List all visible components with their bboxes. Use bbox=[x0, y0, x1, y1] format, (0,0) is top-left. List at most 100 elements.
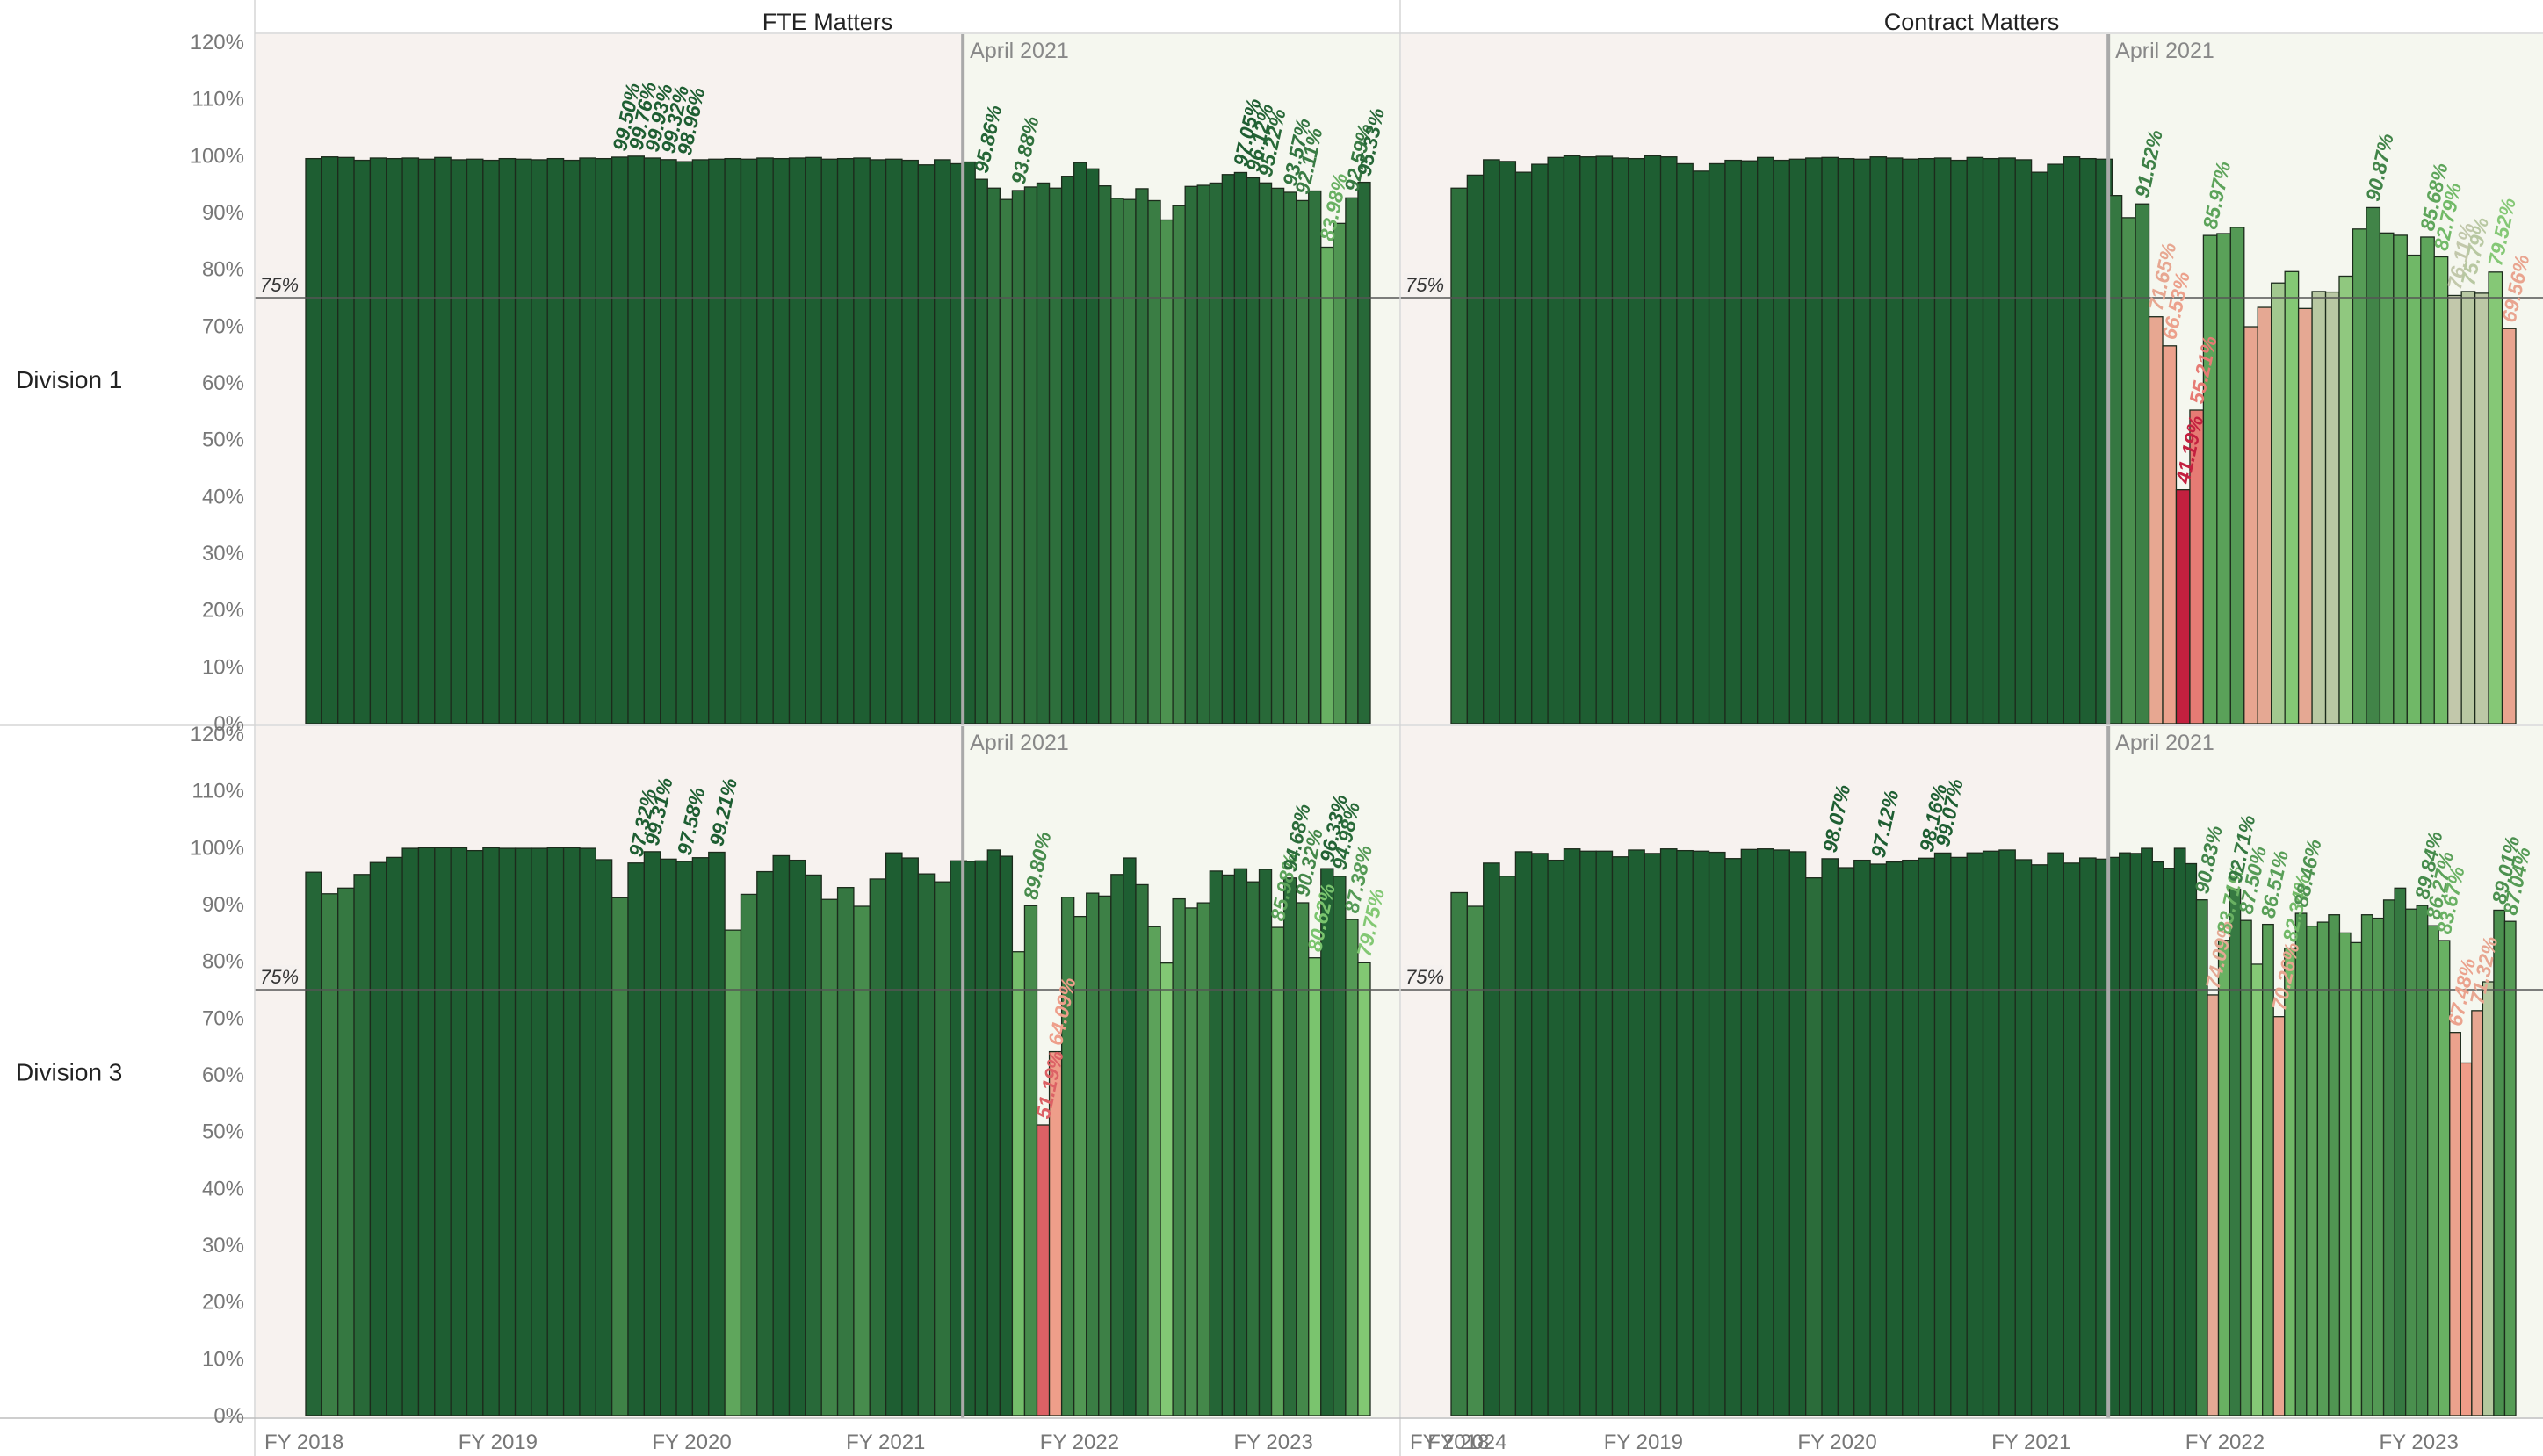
bar bbox=[1740, 848, 1759, 1416]
bar bbox=[1837, 157, 1855, 724]
bar bbox=[353, 874, 372, 1416]
bar bbox=[337, 156, 355, 724]
bars bbox=[305, 155, 2517, 1416]
bar bbox=[1869, 863, 1888, 1416]
bar bbox=[305, 871, 323, 1416]
bar bbox=[1320, 246, 1334, 724]
bar bbox=[369, 157, 387, 724]
bar bbox=[1196, 902, 1210, 1416]
bar bbox=[2420, 236, 2435, 724]
bar bbox=[1123, 198, 1137, 724]
bar bbox=[1172, 205, 1186, 724]
bar bbox=[885, 852, 903, 1416]
row-header-division-3: Division 3 bbox=[16, 1059, 122, 1086]
bar bbox=[2379, 232, 2395, 724]
event-line-label: April 2021 bbox=[970, 731, 1069, 755]
bar bbox=[2488, 271, 2503, 724]
bar bbox=[417, 158, 436, 724]
bar bbox=[1098, 185, 1112, 724]
bar bbox=[369, 861, 387, 1416]
bar bbox=[2352, 228, 2367, 724]
bar bbox=[514, 158, 532, 724]
bar bbox=[917, 873, 936, 1416]
bar bbox=[401, 157, 420, 724]
bar bbox=[1246, 177, 1261, 724]
bar bbox=[1611, 157, 1629, 724]
bar bbox=[1805, 157, 1823, 724]
bar bbox=[1966, 852, 1984, 1416]
bar bbox=[1483, 159, 1500, 724]
bar bbox=[627, 862, 646, 1416]
x-tick-label: FY 2020 bbox=[1797, 1431, 1876, 1454]
bar bbox=[1011, 951, 1026, 1416]
bar bbox=[2063, 156, 2081, 724]
bar bbox=[1011, 190, 1026, 724]
bar bbox=[531, 159, 548, 724]
bar bbox=[386, 856, 403, 1416]
x-tick-label: FY 2021 bbox=[1991, 1431, 2070, 1454]
bar bbox=[1060, 897, 1075, 1416]
bar bbox=[1853, 158, 1871, 724]
bar bbox=[2014, 859, 2033, 1416]
bar bbox=[2175, 489, 2191, 724]
bar bbox=[1282, 191, 1297, 724]
bar bbox=[434, 847, 452, 1416]
y-tick-label: 40% bbox=[202, 485, 244, 508]
y-tick-label: 0% bbox=[213, 712, 244, 736]
bar bbox=[2173, 847, 2186, 1416]
bar bbox=[2250, 963, 2264, 1416]
bar bbox=[2030, 171, 2048, 724]
bar bbox=[1308, 957, 1322, 1416]
bar bbox=[2471, 1010, 2484, 1416]
bar bbox=[2271, 282, 2286, 724]
bar bbox=[1086, 892, 1100, 1416]
bar bbox=[1902, 158, 1919, 724]
bar bbox=[466, 849, 484, 1416]
bar bbox=[1885, 157, 1904, 724]
bar bbox=[417, 847, 436, 1416]
bar bbox=[1270, 926, 1285, 1416]
bar bbox=[1547, 156, 1565, 724]
bar bbox=[2474, 292, 2489, 724]
y-tick-label: 10% bbox=[202, 655, 244, 679]
reference-label-bg bbox=[1404, 965, 1444, 990]
bar bbox=[1788, 158, 1807, 724]
bar bbox=[2366, 206, 2381, 724]
bar bbox=[1563, 155, 1581, 724]
bar bbox=[1357, 962, 1371, 1416]
bar bbox=[562, 159, 581, 724]
y-tick-label: 110% bbox=[191, 780, 244, 804]
bar bbox=[708, 158, 726, 724]
bar bbox=[321, 156, 339, 724]
bar bbox=[2141, 847, 2153, 1416]
bar bbox=[1933, 157, 1952, 724]
bar bbox=[1123, 857, 1137, 1416]
x-tick-label: FY 2019 bbox=[459, 1431, 538, 1454]
column-header-fte: FTE Matters bbox=[762, 9, 893, 35]
bar bbox=[660, 159, 677, 724]
bar bbox=[1902, 859, 1919, 1416]
bar bbox=[1757, 848, 1774, 1416]
bar bbox=[1499, 161, 1517, 724]
bar bbox=[724, 157, 742, 724]
y-tick-label: 60% bbox=[202, 371, 244, 395]
x-tick-label: FY 2023 bbox=[1234, 1431, 1313, 1454]
bar bbox=[1514, 851, 1533, 1416]
bar bbox=[546, 157, 565, 724]
bar bbox=[1196, 184, 1210, 724]
bar bbox=[482, 159, 500, 724]
bar bbox=[1659, 848, 1678, 1416]
bar bbox=[1060, 176, 1075, 724]
bar bbox=[2393, 234, 2408, 724]
reference-label-bg bbox=[258, 965, 299, 990]
bar bbox=[2372, 917, 2385, 1416]
bar bbox=[1773, 849, 1791, 1416]
bar bbox=[1221, 174, 1236, 724]
bar bbox=[1982, 850, 2000, 1416]
bar bbox=[611, 156, 629, 724]
bar bbox=[2284, 947, 2296, 1416]
bar bbox=[2014, 159, 2033, 724]
y-tick-label: 70% bbox=[202, 1006, 244, 1030]
bar bbox=[1296, 902, 1310, 1416]
x-tick-label: FY 2019 bbox=[1604, 1431, 1683, 1454]
